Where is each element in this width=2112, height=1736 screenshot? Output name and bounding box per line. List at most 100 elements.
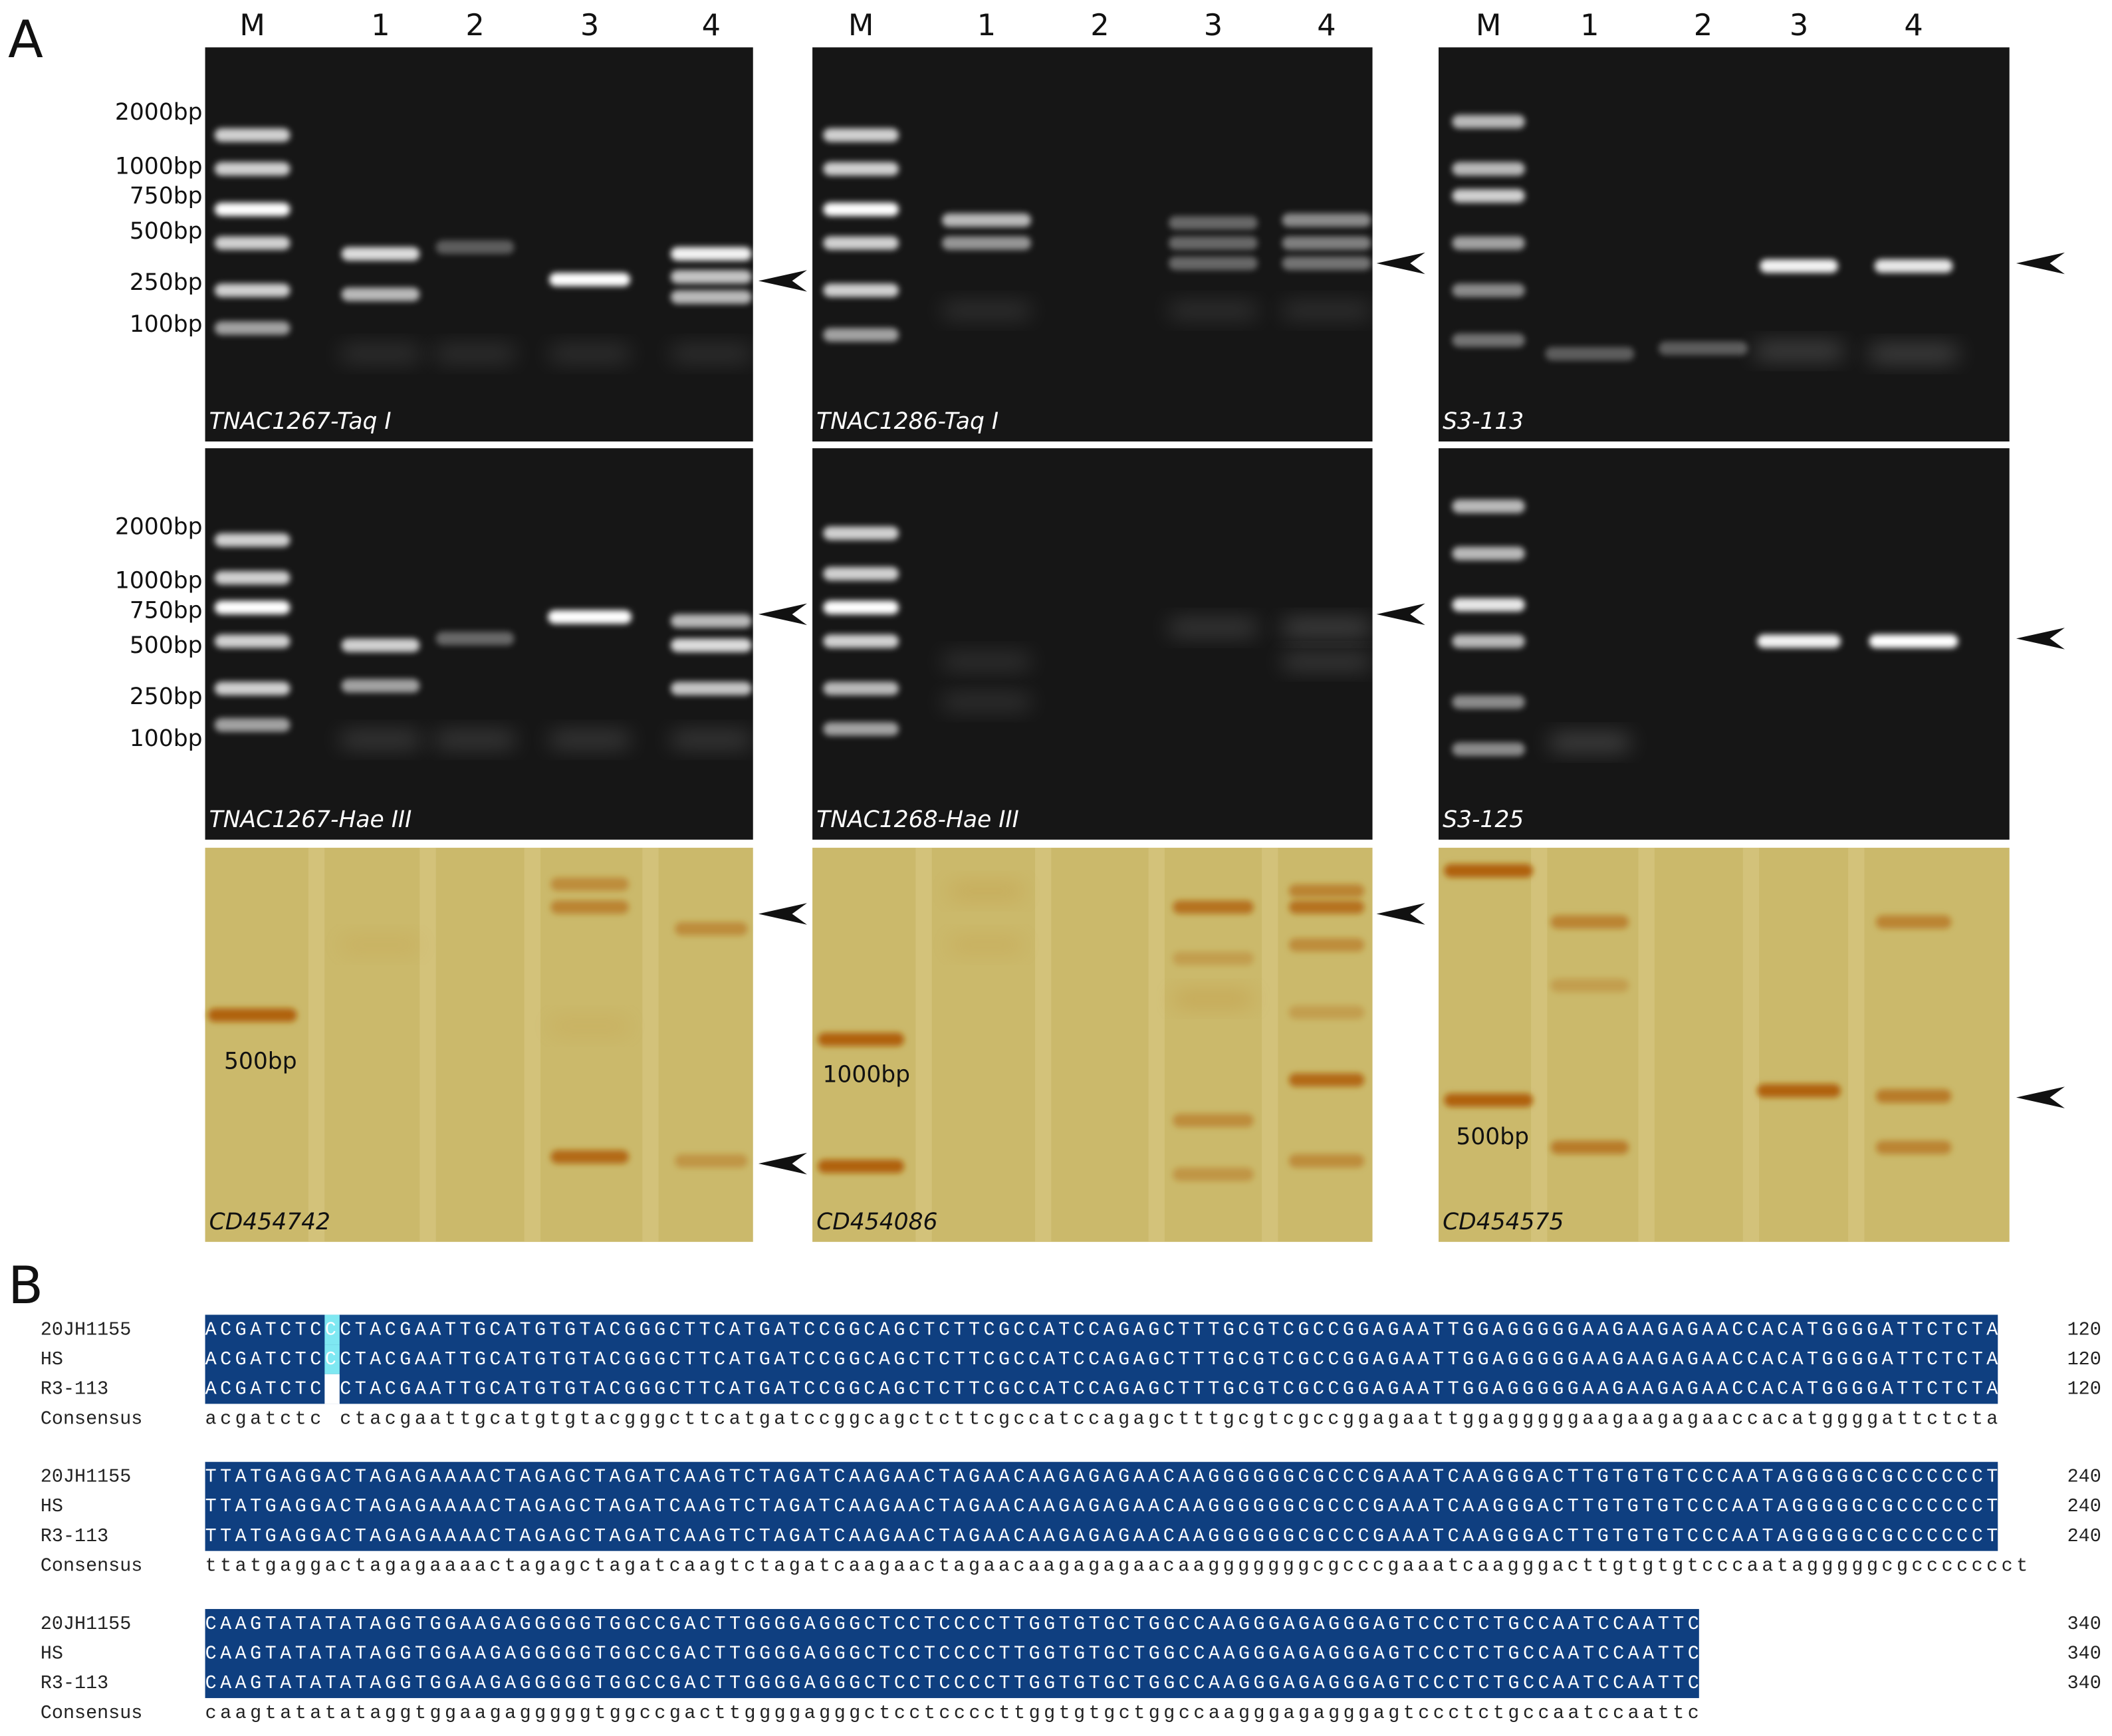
ladder-label: 2000bp <box>115 99 203 126</box>
band <box>670 733 752 747</box>
band <box>1169 215 1258 230</box>
band <box>1452 236 1525 250</box>
mismatch-cell <box>324 1344 340 1374</box>
position-end: 240 <box>2067 1495 2101 1517</box>
band <box>1288 900 1365 914</box>
band <box>341 679 420 693</box>
band <box>1875 915 1952 929</box>
band <box>1452 547 1525 560</box>
band <box>1754 344 1844 358</box>
position-end: 340 <box>2067 1642 2101 1664</box>
band <box>1282 236 1371 250</box>
band <box>941 695 1031 709</box>
arrowhead <box>2016 252 2065 275</box>
ladder-label: 500bp <box>130 218 203 245</box>
band <box>435 632 515 646</box>
band <box>1282 654 1371 669</box>
band <box>1452 742 1525 757</box>
band <box>1452 598 1525 612</box>
position-end: 340 <box>2067 1613 2101 1635</box>
band <box>1869 346 1958 361</box>
band <box>1545 346 1635 361</box>
band <box>1549 735 1631 749</box>
alignment-bg <box>205 1461 1998 1551</box>
lane-label: M <box>1476 8 1502 43</box>
consensus-name: Consensus <box>41 1702 142 1724</box>
band <box>1169 256 1258 271</box>
band <box>1173 1113 1254 1128</box>
band <box>1452 695 1525 709</box>
alignment-bg <box>205 1314 1998 1404</box>
arrowhead <box>2016 1086 2065 1108</box>
consensus-sequence: acgatctc ctacgaattgcatgtgtacgggcttcatgat… <box>205 1408 1998 1429</box>
band <box>1173 1168 1254 1181</box>
band <box>818 1033 905 1047</box>
position-end: 120 <box>2067 1378 2101 1400</box>
band <box>1288 1005 1365 1019</box>
gel-name: TNAC1268-Hae III <box>816 806 1019 833</box>
band <box>949 938 1024 952</box>
band <box>1173 992 1254 1006</box>
marker-label: 500bp <box>224 1048 297 1074</box>
band <box>941 654 1031 669</box>
marker-label: 500bp <box>1456 1124 1529 1150</box>
band <box>214 718 291 732</box>
band <box>1444 864 1534 878</box>
lane-streak <box>1531 848 1548 1242</box>
arrowhead <box>758 270 807 292</box>
arrowhead <box>1376 903 1425 925</box>
lane-label: M <box>848 8 874 43</box>
band <box>1658 341 1748 356</box>
band <box>1757 634 1841 648</box>
gel-name: S3-125 <box>1443 806 1524 833</box>
gel-name: TNAC1267-Taq I <box>209 408 392 435</box>
band <box>548 610 632 624</box>
band <box>675 1154 748 1168</box>
band <box>1288 1154 1365 1168</box>
band <box>1452 283 1525 297</box>
band <box>435 240 515 254</box>
band <box>823 236 899 250</box>
lane-streak <box>1148 848 1165 1242</box>
band <box>214 533 291 547</box>
gel-name: TNAC1286-Taq I <box>816 408 998 435</box>
ladder-label: 100bp <box>130 725 203 752</box>
band <box>1874 259 1953 273</box>
sequence-name: 20JH1155 <box>41 1318 131 1340</box>
band <box>670 682 752 695</box>
band <box>214 570 291 585</box>
position-end: 340 <box>2067 1672 2101 1694</box>
band <box>1869 634 1958 648</box>
band <box>1452 189 1525 203</box>
band <box>1452 114 1525 129</box>
band <box>1875 1140 1952 1154</box>
band <box>214 162 291 176</box>
gel <box>812 848 1373 1242</box>
arrowhead <box>758 1152 807 1175</box>
band <box>949 884 1024 898</box>
band <box>340 733 421 747</box>
band <box>670 346 752 361</box>
band <box>1173 900 1254 914</box>
sequence-name: HS <box>41 1495 63 1517</box>
gel <box>812 47 1373 442</box>
band <box>1288 938 1365 952</box>
ladder-label: 100bp <box>130 311 203 338</box>
gel-name: CD454086 <box>816 1209 937 1235</box>
band <box>214 634 291 648</box>
band <box>1452 634 1525 648</box>
band <box>675 922 748 936</box>
alignment-bg <box>205 1608 1699 1698</box>
band <box>823 600 899 614</box>
lane-streak <box>1035 848 1052 1242</box>
band <box>670 614 752 628</box>
band <box>1288 1073 1365 1087</box>
band <box>214 682 291 695</box>
lane-label: 4 <box>1904 8 1923 43</box>
arrowhead <box>758 903 807 925</box>
ladder-label: 750bp <box>130 183 203 209</box>
lane-label: 2 <box>465 8 484 43</box>
band <box>214 283 291 297</box>
lane-label: 3 <box>1204 8 1223 43</box>
